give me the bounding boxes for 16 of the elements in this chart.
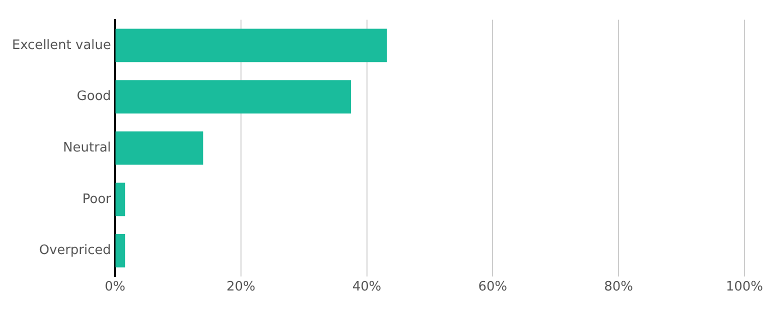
y-tick-label: Poor [82, 192, 112, 207]
x-tick-label: 100% [726, 280, 764, 295]
y-tick-label: Neutral [63, 140, 112, 156]
bar [116, 28, 387, 62]
y-tick-label: Good [76, 89, 112, 104]
y-tick-label: Excellent value [12, 38, 112, 53]
x-tick-label: 80% [604, 280, 633, 295]
bar [116, 80, 352, 114]
y-tick-label: Overpriced [39, 243, 112, 258]
x-tick-label: 40% [352, 280, 382, 295]
x-tick-label: 60% [478, 280, 508, 295]
bar [116, 182, 126, 216]
bar [116, 131, 204, 165]
x-tick-label: 20% [226, 280, 256, 295]
x-tick-label: 0% [104, 280, 126, 295]
bar [116, 234, 126, 268]
